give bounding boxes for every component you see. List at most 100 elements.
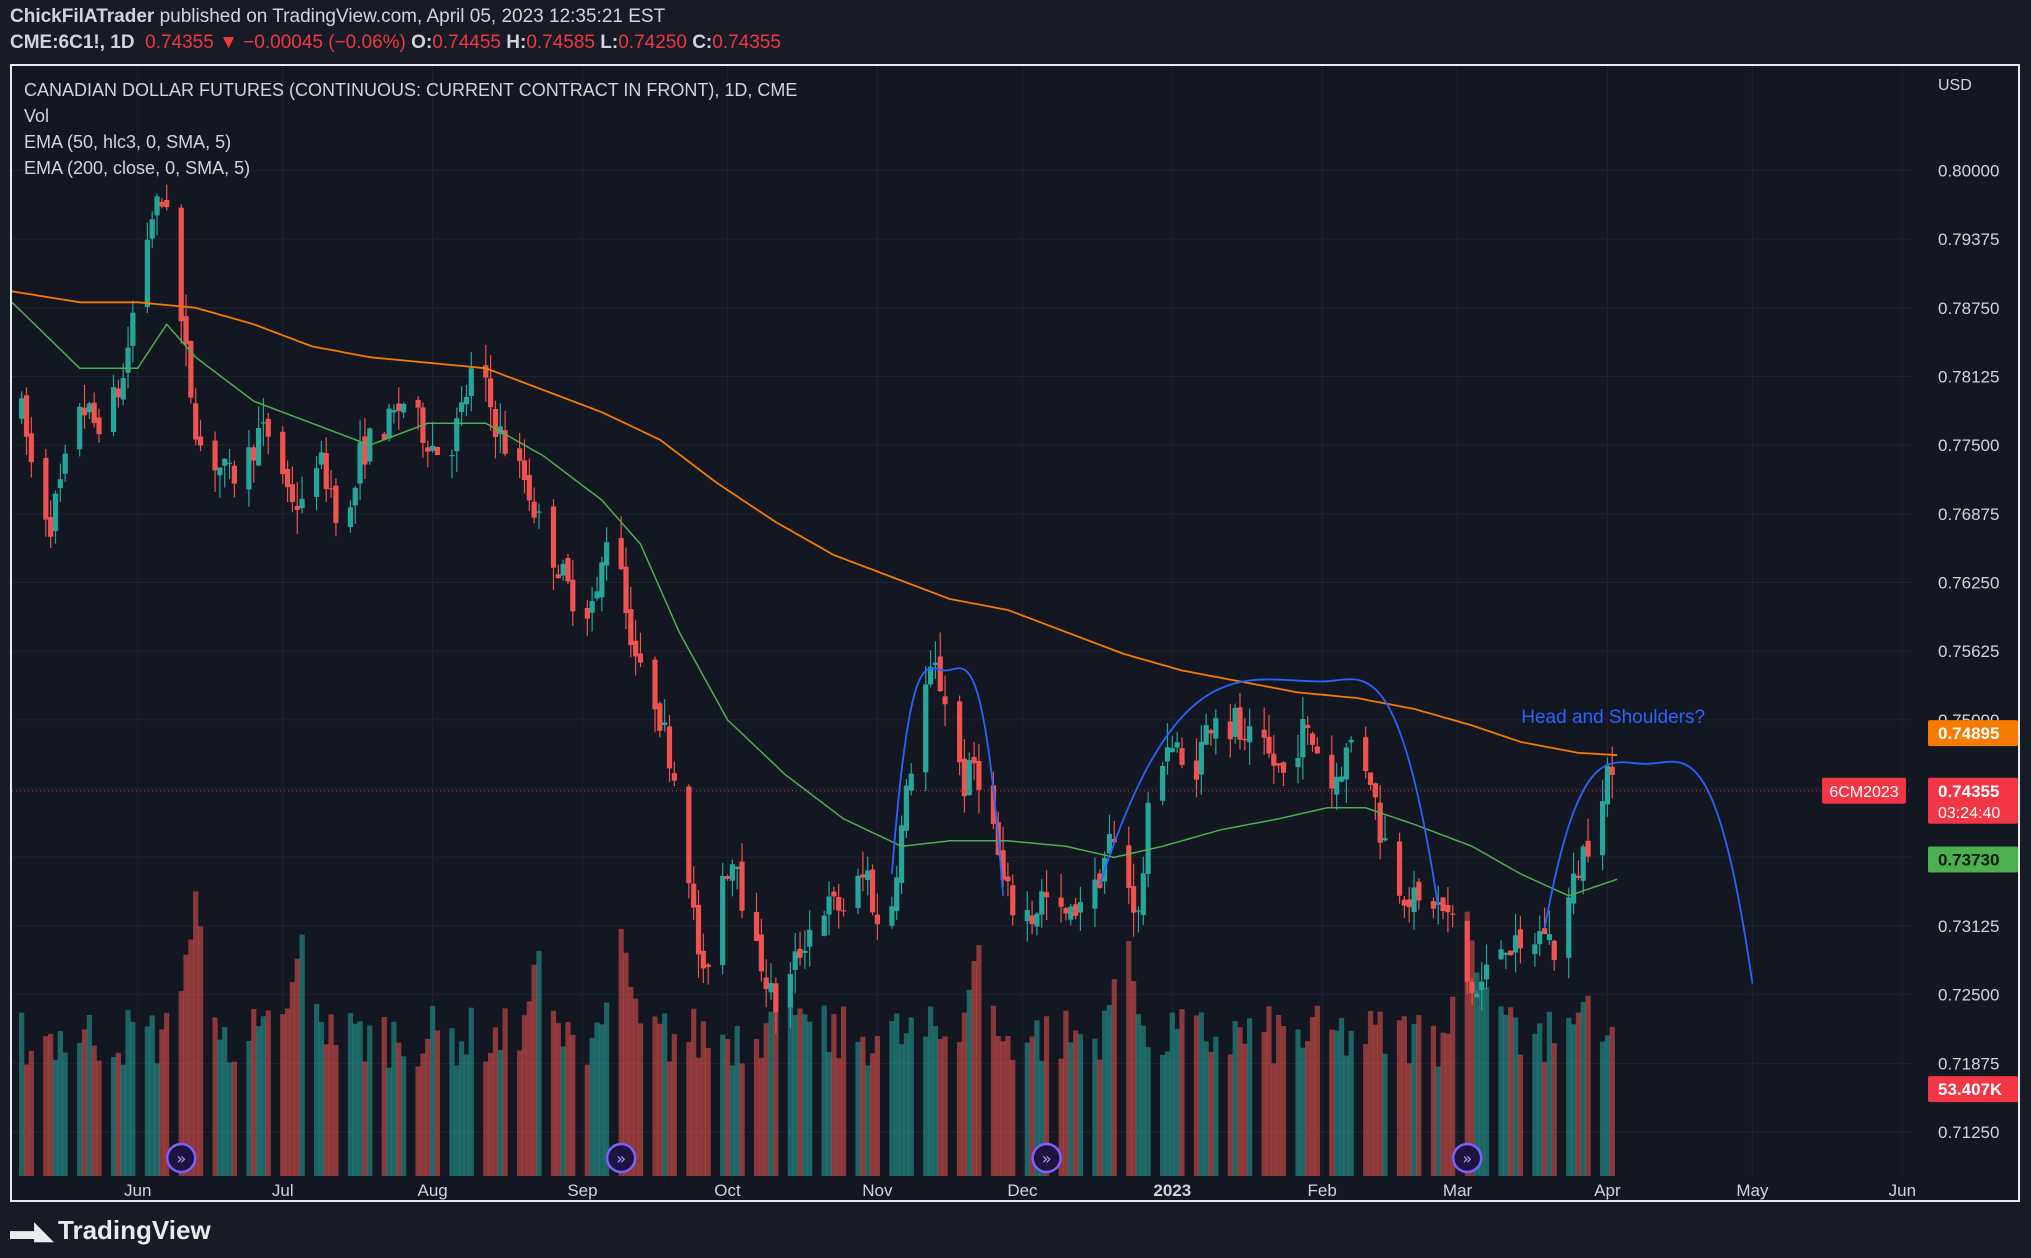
candle-body — [1010, 885, 1016, 916]
candle-body — [149, 219, 155, 239]
volume-bar — [449, 1028, 455, 1176]
y-tick-label: 0.76250 — [1938, 574, 1999, 593]
candle-body — [686, 786, 692, 884]
volume-bar — [1537, 1023, 1543, 1176]
candle-body — [1063, 908, 1069, 914]
volume-bar — [560, 1046, 566, 1176]
volume-bar — [483, 1061, 489, 1176]
volume-bar — [1005, 1036, 1011, 1176]
volume-bar — [430, 1005, 436, 1176]
candle-body — [299, 498, 305, 509]
x-tick-label: Jul — [272, 1181, 294, 1200]
volume-bar — [594, 1022, 600, 1176]
y-tick-label: 0.78750 — [1938, 299, 1999, 318]
annotation-head-and-shoulders: Head and Shoulders? — [1521, 707, 1705, 728]
volume-bar — [1232, 1021, 1238, 1176]
candle-body — [1580, 846, 1586, 881]
candle-body — [483, 365, 489, 378]
volume-bar — [401, 1056, 407, 1176]
x-tick-label: Nov — [862, 1181, 893, 1200]
volume-bar — [942, 1036, 948, 1176]
volume-bar — [1382, 1053, 1388, 1176]
volume-bar — [1242, 1043, 1248, 1176]
candle-body — [396, 403, 402, 412]
candle-body — [48, 516, 54, 537]
volume-bar — [1566, 1017, 1572, 1176]
volume-bar — [1474, 972, 1480, 1176]
event-marker-icon — [1031, 1142, 1062, 1174]
candle-body — [1309, 733, 1316, 745]
candle-body — [1396, 841, 1403, 896]
candle-body — [623, 566, 629, 614]
candle-body — [831, 891, 837, 897]
volume-bar — [81, 1029, 88, 1176]
price-chart[interactable]: Head and Shoulders? » » » » USD 0.80000 0.79375… — [12, 66, 2018, 1200]
last-price: 0.74355 — [145, 32, 214, 53]
volume-bar — [492, 1027, 499, 1176]
volume-bar — [531, 964, 537, 1176]
legend-vol[interactable]: Vol — [24, 106, 50, 126]
volume-bar — [1445, 1033, 1451, 1176]
volume-bar — [705, 1047, 711, 1176]
tradingview-logo[interactable]: ▬◣ TradingView — [10, 1215, 211, 1246]
candle-body — [188, 340, 194, 398]
volume-bar — [700, 1021, 706, 1176]
chart-frame[interactable]: Head and Shoulders? » » » » USD 0.80000 0.79375… — [10, 64, 2020, 1202]
volume-bar — [869, 1053, 876, 1176]
candle-body — [178, 207, 184, 322]
candle-body — [1044, 892, 1050, 898]
volume-bar — [555, 1023, 561, 1176]
y-tick-label: 0.78125 — [1938, 367, 1999, 386]
candle-body — [594, 591, 600, 599]
candle-body — [637, 653, 644, 663]
x-tick-label: Mar — [1443, 1181, 1473, 1200]
close-label: C: — [692, 32, 713, 53]
candle-body — [1377, 802, 1383, 843]
candle-body — [565, 558, 571, 582]
candle-body — [1329, 754, 1335, 789]
candle-body — [391, 410, 397, 413]
symbol-label[interactable]: CME:6C1!, 1D — [10, 32, 135, 53]
candle-body — [966, 759, 972, 796]
candle-body — [1367, 772, 1374, 785]
x-tick-label: Oct — [714, 1181, 741, 1200]
volume-bar — [1077, 1034, 1084, 1176]
legend-title: CANADIAN DOLLAR FUTURES (CONTINUOUS: CUR… — [24, 80, 798, 100]
volume-bar — [1169, 1012, 1175, 1176]
candle-body — [497, 426, 503, 435]
candle-body — [164, 199, 170, 208]
candle-body — [531, 501, 537, 518]
volume-bar — [318, 1022, 325, 1176]
volume-bar — [1338, 1017, 1345, 1176]
volume-bar — [1097, 1059, 1103, 1176]
volume-bar — [836, 1058, 842, 1176]
volume-bar — [459, 1041, 465, 1176]
legend-ema200[interactable]: EMA (200, close, 0, SMA, 5) — [24, 158, 251, 178]
candle-body — [550, 506, 557, 568]
volume-bar — [48, 1033, 54, 1176]
volume-bar — [1024, 1042, 1030, 1176]
y-tick-label: 0.72500 — [1938, 986, 1999, 1005]
ema50-line — [12, 301, 1618, 897]
legend-ema50[interactable]: EMA (50, hlc3, 0, SMA, 5) — [24, 132, 232, 152]
candle-body — [1599, 801, 1606, 856]
volume-bar — [284, 1008, 291, 1176]
candle-body — [1503, 952, 1509, 955]
candle-body — [1131, 886, 1137, 913]
volume-bar — [1532, 1033, 1538, 1176]
volume-bar — [159, 1029, 165, 1176]
candle-body — [618, 538, 624, 570]
volume-bar — [188, 939, 194, 1176]
volume-bar — [1329, 1029, 1335, 1176]
volume-bar — [183, 954, 189, 1176]
candle-body — [323, 453, 329, 490]
volume-bar — [889, 1021, 895, 1176]
author-name[interactable]: ChickFilATrader — [10, 6, 155, 27]
volume-bar — [1546, 1011, 1553, 1176]
candle-body — [758, 934, 764, 972]
volume-bar — [299, 934, 305, 1176]
candle-body — [584, 608, 590, 619]
candle-body — [923, 684, 929, 773]
candle-body — [425, 447, 431, 452]
candle-body — [459, 402, 465, 413]
